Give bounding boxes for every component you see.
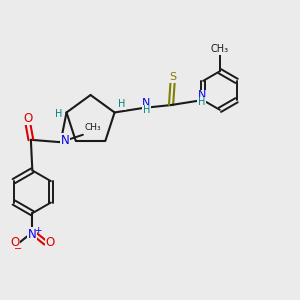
Text: S: S xyxy=(169,72,176,82)
Text: H: H xyxy=(118,99,126,109)
Text: N: N xyxy=(142,98,151,108)
Text: N: N xyxy=(28,228,37,241)
Text: H: H xyxy=(55,109,62,119)
Text: H: H xyxy=(143,105,150,116)
Text: H: H xyxy=(198,98,206,107)
Text: −: − xyxy=(14,244,22,254)
Text: O: O xyxy=(46,236,55,250)
Text: N: N xyxy=(197,90,206,100)
Text: CH₃: CH₃ xyxy=(84,123,101,132)
Text: CH₃: CH₃ xyxy=(211,44,229,54)
Text: +: + xyxy=(34,226,41,235)
Text: O: O xyxy=(10,236,19,250)
Text: O: O xyxy=(23,112,32,124)
Text: N: N xyxy=(61,134,69,147)
